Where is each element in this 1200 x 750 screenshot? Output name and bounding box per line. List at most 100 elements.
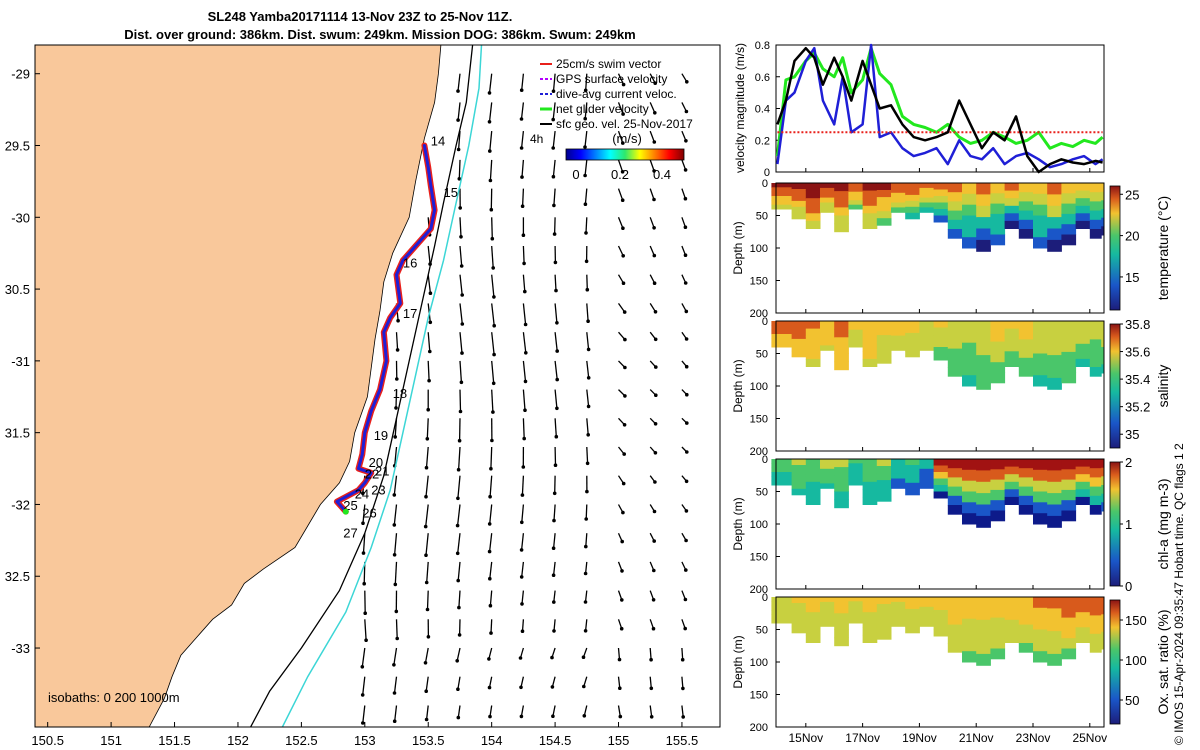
- velocity-arrowhead: [621, 226, 625, 230]
- section-cell: [771, 342, 793, 348]
- section-cell: [820, 187, 835, 194]
- velocity-arrowhead: [488, 149, 492, 153]
- section-cell: [947, 606, 963, 616]
- velocity-arrow: [395, 332, 399, 350]
- section-cell: [1061, 372, 1077, 384]
- velocity-arrowhead: [492, 323, 497, 328]
- velocity-arrow: [553, 590, 556, 603]
- section-cell: [962, 342, 977, 354]
- scale-vector-label: 4h: [530, 132, 543, 146]
- section-cell: [1075, 198, 1091, 207]
- velocity-arrow: [617, 102, 624, 115]
- velocity-arrow: [362, 705, 366, 724]
- velocity-arrow: [554, 418, 557, 437]
- velocity-arrowhead: [652, 568, 656, 573]
- section-cell: [862, 183, 878, 192]
- section-cell: [1089, 210, 1102, 221]
- section-cell: [1101, 191, 1105, 201]
- section-cell: [905, 459, 920, 466]
- velocity-arrow: [489, 705, 493, 717]
- section-cell: [891, 321, 906, 327]
- section-cell: [791, 470, 807, 478]
- section-cell: [820, 463, 835, 470]
- section-cell: [1061, 469, 1077, 481]
- section-cell: [1047, 653, 1062, 666]
- section-cell: [1075, 328, 1091, 337]
- section-cell: [976, 515, 991, 528]
- velocity-arrow: [457, 446, 461, 470]
- section-cell: [834, 337, 849, 346]
- velocity-arrowhead: [456, 467, 461, 472]
- section-cell: [1101, 493, 1105, 503]
- section-cell: [771, 614, 793, 620]
- velocity-arrowhead: [392, 691, 397, 695]
- section-cell: [805, 627, 821, 636]
- section-cell: [933, 353, 949, 361]
- section-cell: [1018, 210, 1034, 221]
- velocity-arrowhead: [621, 254, 625, 258]
- velocity-arrowhead: [460, 293, 465, 297]
- velocity-arrow: [488, 676, 493, 688]
- section-cell: [933, 616, 949, 624]
- section-cell: [1033, 237, 1048, 249]
- velocity-arrowhead: [618, 686, 622, 690]
- section-cell: [1101, 631, 1105, 641]
- section-cell: [1075, 496, 1091, 505]
- velocity-arrowhead: [458, 206, 463, 210]
- velocity-arrow: [585, 504, 588, 520]
- colorbar-tick-label: 35.8: [1125, 317, 1150, 332]
- section-cell: [919, 183, 935, 189]
- day-label-14: 14: [431, 134, 445, 149]
- section-cell: [1047, 194, 1062, 207]
- section-cell: [805, 481, 821, 490]
- velocity-arrow: [393, 647, 398, 665]
- map-x-tick-label: 153.5: [412, 733, 445, 748]
- velocity-arrow: [425, 533, 429, 556]
- section-colorbar: [1109, 323, 1121, 449]
- section-cell: [1004, 489, 1020, 498]
- section-cell: [848, 342, 864, 348]
- section-cell: [919, 330, 935, 337]
- velocity-arrowhead: [522, 261, 526, 266]
- velocity-arrowhead: [520, 602, 524, 606]
- section-cell: [805, 198, 821, 207]
- velocity-arrowhead: [683, 168, 688, 172]
- velocity-arrow: [585, 533, 588, 547]
- section-cell: [862, 358, 878, 367]
- section-cell: [1075, 321, 1091, 330]
- section-cell: [1018, 615, 1034, 626]
- velocity-arrowhead: [623, 365, 627, 370]
- velocity-arrowhead: [492, 295, 496, 299]
- section-cell: [1101, 217, 1105, 227]
- time-tick-label: 23Nov: [1016, 731, 1051, 745]
- section-cell: [947, 219, 963, 230]
- section-cell: [976, 481, 991, 494]
- velocity-arrow: [552, 561, 556, 576]
- section-cell: [820, 325, 835, 332]
- section-cell: [919, 606, 935, 613]
- section-cell: [862, 619, 878, 628]
- section-y-label: Depth (m): [731, 635, 745, 688]
- section-cell: [962, 491, 977, 503]
- section-cell: [919, 616, 935, 622]
- section-cell: [947, 330, 963, 340]
- section-cell: [933, 610, 949, 617]
- section-cell: [805, 597, 821, 606]
- velocity-arrow: [426, 418, 429, 439]
- section-y-label: Depth (m): [731, 497, 745, 550]
- velocity-arrow: [553, 217, 556, 235]
- velocity-arrowhead: [395, 636, 400, 641]
- section-cell: [834, 637, 849, 647]
- velocity-arrowhead: [553, 463, 558, 468]
- velocity-arrowhead: [519, 575, 524, 579]
- velocity-arrowhead: [423, 661, 428, 665]
- section-cell: [891, 330, 906, 337]
- section-cell: [1101, 605, 1105, 615]
- section-cell: [1018, 624, 1034, 635]
- velocity-arrow: [585, 73, 588, 91]
- section-cell: [820, 340, 835, 346]
- section-cell: [962, 597, 977, 609]
- section-cell: [919, 187, 935, 194]
- section-cell: [976, 343, 991, 356]
- section-cell: [1101, 597, 1105, 607]
